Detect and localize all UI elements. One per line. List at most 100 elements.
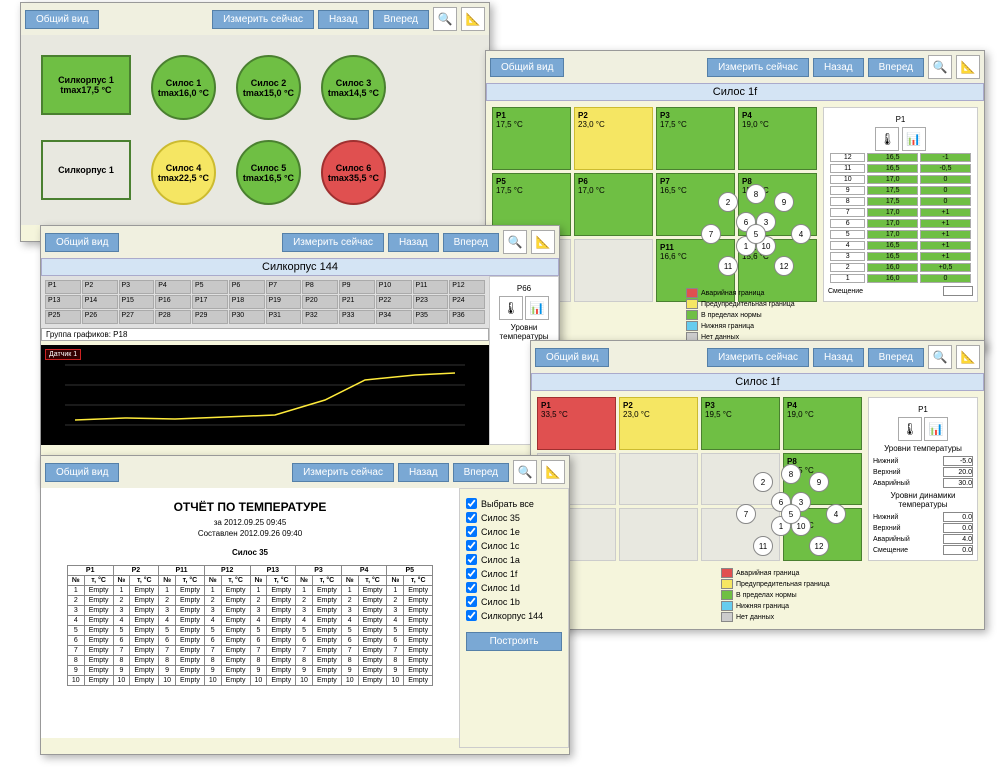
grid-cell[interactable]: P12	[449, 280, 485, 294]
overview-button[interactable]: Общий вид	[45, 463, 119, 482]
grid-cell[interactable]: P33	[339, 310, 375, 324]
silo-cell[interactable]: P419,0 °C	[738, 107, 817, 170]
grid-cell[interactable]: P27	[119, 310, 155, 324]
grid-cell[interactable]: P3	[119, 280, 155, 294]
silo-shape[interactable]: Силкорпус 1	[41, 140, 131, 200]
silo-shape[interactable]: Силос 3tmax14,5 °C	[321, 55, 386, 120]
grid-cell[interactable]: P35	[413, 310, 449, 324]
grid-cell[interactable]: P24	[449, 295, 485, 309]
check-item[interactable]	[466, 582, 477, 593]
thermo-icon[interactable]: 🌡	[499, 296, 523, 320]
sensor-node[interactable]: 8	[746, 184, 766, 204]
forward-button[interactable]: Вперед	[443, 233, 499, 252]
silo-cell[interactable]: P317,5 °C	[656, 107, 735, 170]
grid-cell[interactable]: P30	[229, 310, 265, 324]
sensor-node[interactable]: 11	[753, 536, 773, 556]
check-item[interactable]	[466, 568, 477, 579]
check-all[interactable]	[466, 498, 477, 509]
grid-cell[interactable]: P18	[229, 295, 265, 309]
back-button[interactable]: Назад	[813, 348, 864, 367]
zoom-icon[interactable]: 🔍	[513, 460, 537, 484]
silo-cell[interactable]: P617,0 °C	[574, 173, 653, 236]
tool-icon[interactable]: 📐	[956, 55, 980, 79]
sensor-node[interactable]: 4	[791, 224, 811, 244]
zoom-icon[interactable]: 🔍	[503, 230, 527, 254]
grid-cell[interactable]: P32	[302, 310, 338, 324]
grid-cell[interactable]: P16	[155, 295, 191, 309]
level-input[interactable]	[943, 478, 973, 488]
grid-cell[interactable]: P21	[339, 295, 375, 309]
sensor-node[interactable]: 5	[781, 504, 801, 524]
tool-icon[interactable]: 📐	[541, 460, 565, 484]
zoom-icon[interactable]: 🔍	[928, 55, 952, 79]
measure-button[interactable]: Измерить сейчас	[707, 58, 809, 77]
grid-cell[interactable]: P14	[82, 295, 118, 309]
grid-cell[interactable]: P7	[266, 280, 302, 294]
measure-button[interactable]: Измерить сейчас	[212, 10, 314, 29]
silo-shape[interactable]: Силос 5tmax16,5 °C	[236, 140, 301, 205]
grid-cell[interactable]: P5	[192, 280, 228, 294]
sensor-node[interactable]: 7	[701, 224, 721, 244]
silo-shape[interactable]: Силкорпус 1tmax17,5 °C	[41, 55, 131, 115]
overview-button[interactable]: Общий вид	[25, 10, 99, 29]
grid-cell[interactable]: P6	[229, 280, 265, 294]
grid-cell[interactable]: P2	[82, 280, 118, 294]
check-item[interactable]	[466, 554, 477, 565]
sensor-node[interactable]: 11	[718, 256, 738, 276]
silo-cell[interactable]	[619, 508, 698, 561]
silo-cell[interactable]: P133,5 °C	[537, 397, 616, 450]
grid-cell[interactable]: P8	[302, 280, 338, 294]
silo-shape[interactable]: Силос 2tmax15,0 °C	[236, 55, 301, 120]
grid-cell[interactable]: P26	[82, 310, 118, 324]
sensor-node[interactable]: 2	[718, 192, 738, 212]
grid-cell[interactable]: P22	[376, 295, 412, 309]
silo-shape[interactable]: Силос 1tmax16,0 °C	[151, 55, 216, 120]
silo-cell[interactable]: P117,5 °C	[492, 107, 571, 170]
back-button[interactable]: Назад	[398, 463, 449, 482]
measure-button[interactable]: Измерить сейчас	[292, 463, 394, 482]
chart-icon[interactable]: 📊	[902, 127, 926, 151]
grid-cell[interactable]: P15	[119, 295, 155, 309]
silo-cell[interactable]: P223,0 °C	[574, 107, 653, 170]
silo-cell[interactable]: P419,0 °C	[783, 397, 862, 450]
silo-cell[interactable]	[619, 453, 698, 506]
chart-icon[interactable]: 📊	[924, 417, 948, 441]
measure-button[interactable]: Измерить сейчас	[282, 233, 384, 252]
check-item[interactable]	[466, 526, 477, 537]
grid-cell[interactable]: P17	[192, 295, 228, 309]
offset-input[interactable]	[943, 286, 973, 296]
build-button[interactable]: Построить	[466, 632, 562, 651]
level-input[interactable]	[943, 512, 973, 522]
grid-cell[interactable]: P10	[376, 280, 412, 294]
check-item[interactable]	[466, 540, 477, 551]
check-item[interactable]	[466, 610, 477, 621]
thermo-icon[interactable]: 🌡	[898, 417, 922, 441]
forward-button[interactable]: Вперед	[373, 10, 429, 29]
tool-icon[interactable]: 📐	[956, 345, 980, 369]
sensor-node[interactable]: 4	[826, 504, 846, 524]
overview-button[interactable]: Общий вид	[45, 233, 119, 252]
grid-cell[interactable]: P36	[449, 310, 485, 324]
silo-shape[interactable]: Силос 6tmax35,5 °C	[321, 140, 386, 205]
forward-button[interactable]: Вперед	[868, 58, 924, 77]
check-item[interactable]	[466, 596, 477, 607]
back-button[interactable]: Назад	[318, 10, 369, 29]
level-input[interactable]	[943, 467, 973, 477]
grid-cell[interactable]: P28	[155, 310, 191, 324]
sensor-node[interactable]: 12	[774, 256, 794, 276]
grid-cell[interactable]: P34	[376, 310, 412, 324]
back-button[interactable]: Назад	[388, 233, 439, 252]
thermo-icon[interactable]: 🌡	[875, 127, 899, 151]
sensor-node[interactable]: 7	[736, 504, 756, 524]
back-button[interactable]: Назад	[813, 58, 864, 77]
level-input[interactable]	[943, 456, 973, 466]
grid-cell[interactable]: P31	[266, 310, 302, 324]
silo-shape[interactable]: Силос 4tmax22,5 °C	[151, 140, 216, 205]
level-input[interactable]	[943, 534, 973, 544]
zoom-icon[interactable]: 🔍	[928, 345, 952, 369]
tool-icon[interactable]: 📐	[531, 230, 555, 254]
grid-cell[interactable]: P25	[45, 310, 81, 324]
grid-cell[interactable]: P4	[155, 280, 191, 294]
grid-cell[interactable]: P23	[413, 295, 449, 309]
sensor-node[interactable]: 2	[753, 472, 773, 492]
